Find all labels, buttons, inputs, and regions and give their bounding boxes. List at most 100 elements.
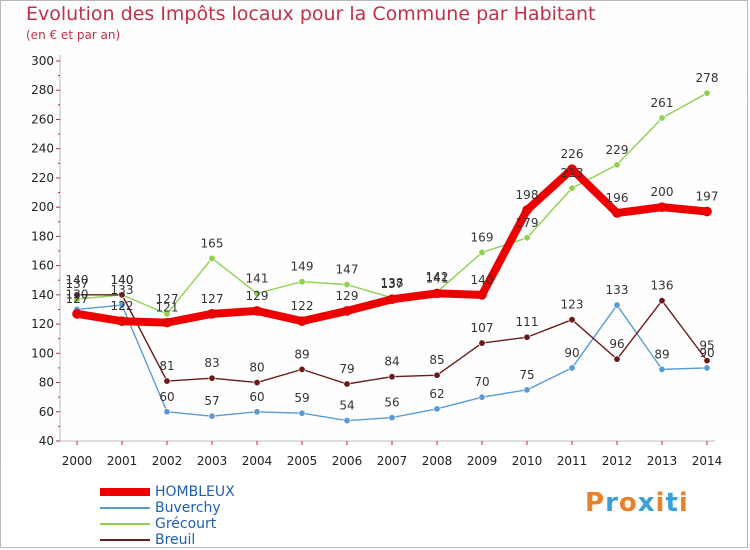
data-point (298, 278, 306, 286)
x-tick-label: 2008 (422, 454, 453, 468)
x-tick-label: 2012 (602, 454, 633, 468)
data-label: 90 (699, 346, 714, 360)
y-tick-label: 60 (39, 405, 54, 419)
data-point (703, 89, 711, 97)
x-tick-label: 2004 (242, 454, 273, 468)
data-point (208, 254, 216, 262)
data-label: 200 (651, 185, 674, 199)
y-tick-label: 220 (31, 171, 54, 185)
data-point (523, 386, 531, 394)
logo-letter: x (637, 488, 656, 518)
chart-title: Evolution des Impôts locaux pour la Comm… (26, 3, 596, 25)
data-point (342, 306, 352, 316)
data-label: 137 (66, 277, 89, 291)
data-label: 140 (111, 273, 134, 287)
data-label: 141 (426, 271, 449, 285)
data-label: 81 (159, 359, 174, 373)
data-point (612, 208, 622, 218)
data-label: 196 (606, 191, 629, 205)
data-label: 133 (606, 283, 629, 297)
data-point (702, 206, 712, 217)
data-point (703, 364, 711, 372)
data-label: 56 (384, 396, 399, 410)
data-label: 84 (384, 355, 399, 369)
y-tick-label: 140 (31, 288, 54, 302)
data-point (658, 297, 666, 305)
data-point (253, 408, 261, 416)
data-label: 89 (294, 347, 309, 361)
data-point (388, 373, 396, 381)
x-tick-label: 2014 (692, 454, 723, 468)
data-point (298, 365, 306, 373)
data-point (253, 289, 261, 297)
data-point (568, 316, 576, 324)
logo-letter: P (585, 488, 606, 518)
x-tick-label: 2011 (557, 454, 588, 468)
data-label: 129 (246, 289, 269, 303)
data-label: 179 (516, 216, 539, 230)
x-tick-label: 2013 (647, 454, 678, 468)
chart-subtitle: (en € et par an) (26, 28, 121, 42)
data-point (478, 339, 486, 347)
data-point (432, 288, 442, 299)
x-tick-label: 2009 (467, 454, 498, 468)
data-label: 83 (204, 356, 219, 370)
data-label: 140 (66, 273, 89, 287)
data-label: 278 (696, 71, 719, 85)
legend-swatch (100, 539, 150, 541)
y-tick-label: 160 (31, 259, 54, 273)
data-label: 229 (606, 143, 629, 157)
data-point (387, 294, 397, 305)
data-point (613, 161, 621, 169)
data-label: 75 (519, 368, 534, 382)
data-point (568, 184, 576, 192)
data-label: 59 (294, 391, 309, 405)
data-point (523, 333, 531, 341)
data-label: 96 (609, 337, 624, 351)
data-point (433, 371, 441, 379)
data-point (703, 357, 711, 365)
data-point (297, 316, 307, 326)
data-label: 226 (561, 147, 584, 161)
data-point (162, 317, 172, 328)
legend-swatch (100, 507, 150, 509)
data-point (207, 309, 217, 319)
data-point (567, 164, 577, 174)
data-point (343, 417, 351, 425)
x-tick-label: 2002 (152, 454, 183, 468)
legend-label: Buverchy (155, 500, 221, 516)
y-tick-label: 120 (31, 317, 54, 331)
data-label: 127 (66, 292, 89, 306)
y-tick-label: 300 (31, 54, 54, 68)
data-label: 122 (291, 299, 314, 313)
data-label: 80 (249, 361, 264, 375)
data-point (163, 310, 171, 318)
data-label: 79 (339, 362, 354, 376)
data-point (73, 291, 81, 299)
x-tick-label: 2010 (512, 454, 543, 468)
x-tick-label: 2005 (287, 454, 318, 468)
data-point (253, 379, 261, 387)
data-label: 57 (204, 394, 219, 408)
data-label: 60 (159, 390, 174, 404)
x-tick-label: 2001 (107, 454, 138, 468)
data-point (208, 412, 216, 420)
data-label: 133 (111, 283, 134, 297)
data-point (658, 114, 666, 122)
data-label: 197 (696, 190, 719, 204)
x-tick-label: 2003 (197, 454, 228, 468)
logo-letter: r (605, 488, 619, 518)
data-label: 107 (471, 321, 494, 335)
data-label: 142 (426, 270, 449, 284)
data-label: 140 (471, 273, 494, 287)
y-tick-label: 200 (31, 200, 54, 214)
data-label: 127 (201, 292, 224, 306)
data-label: 136 (651, 279, 674, 293)
y-tick-label: 80 (39, 376, 54, 390)
data-point (163, 408, 171, 416)
data-label: 54 (339, 399, 354, 413)
data-label: 121 (156, 301, 179, 315)
data-label: 123 (561, 298, 584, 312)
data-point (298, 409, 306, 417)
